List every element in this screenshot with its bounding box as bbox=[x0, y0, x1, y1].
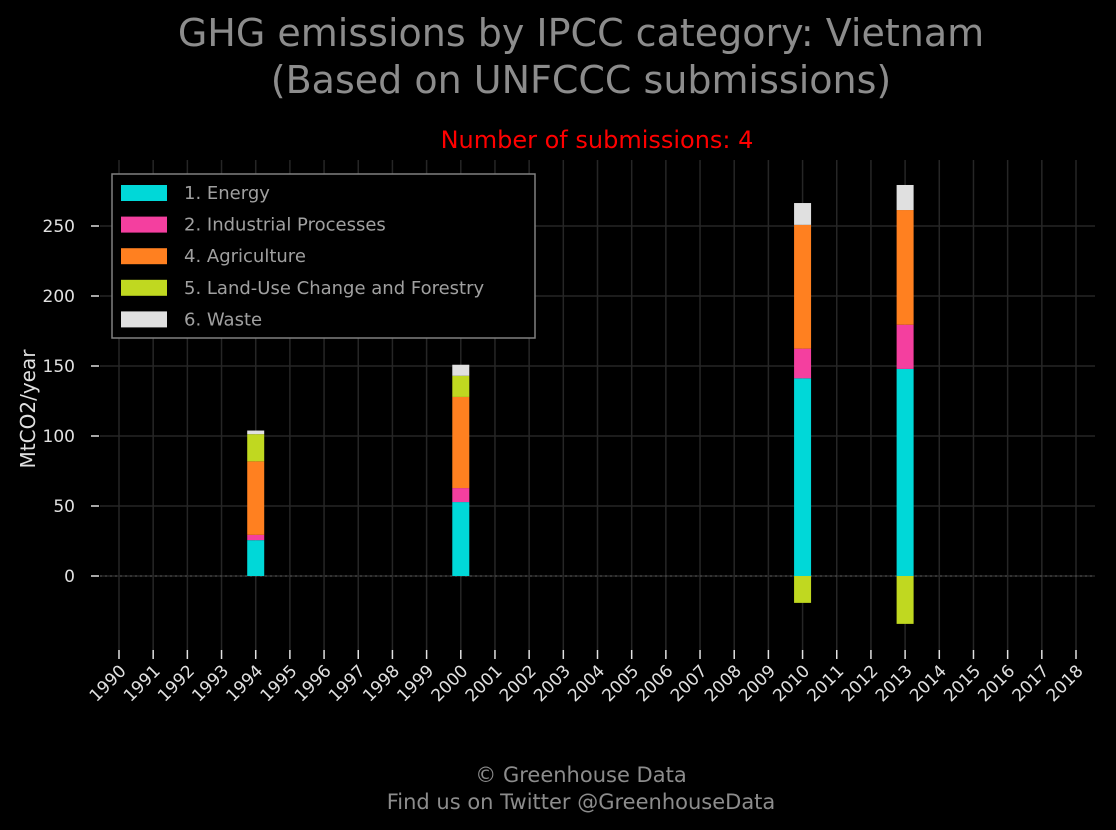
y-tick-label: 150 bbox=[43, 357, 75, 377]
bar-segment-2010-s3 bbox=[794, 224, 812, 349]
legend-label: 2. Industrial Processes bbox=[184, 215, 386, 236]
bar-segment-2013-s3 bbox=[896, 210, 914, 325]
bar-segment-2013-s2 bbox=[896, 324, 914, 369]
x-tick-label: 1998 bbox=[359, 661, 404, 706]
bar-segment-2013-s1 bbox=[896, 368, 914, 576]
y-tick-label: 200 bbox=[43, 287, 75, 307]
footer-copyright: © Greenhouse Data bbox=[475, 763, 686, 787]
bar-segment-2000-s4 bbox=[452, 375, 470, 397]
legend-swatch bbox=[121, 216, 167, 233]
x-tick-label: 2006 bbox=[633, 661, 678, 706]
bar-segment-2013-s5 bbox=[896, 184, 914, 211]
x-tick-label: 2007 bbox=[667, 661, 712, 706]
bar-segment-2010-s2 bbox=[794, 348, 812, 379]
x-tick-label: 2003 bbox=[530, 661, 575, 706]
y-axis-label: MtCO2/year bbox=[16, 349, 40, 469]
y-tick-label: 250 bbox=[43, 217, 75, 237]
bar-segment-2010-s4 bbox=[794, 576, 812, 603]
x-tick-label: 1994 bbox=[223, 661, 268, 706]
chart-title: GHG emissions by IPCC category: Vietnam bbox=[178, 11, 984, 55]
y-tick-label: 50 bbox=[53, 497, 75, 517]
chart-subtitle: Number of submissions: 4 bbox=[441, 126, 754, 154]
bar-segment-2013-s4 bbox=[896, 576, 914, 624]
x-tick-label: 2004 bbox=[564, 661, 609, 706]
bar-segment-2000-s5 bbox=[452, 364, 470, 376]
legend-label: 4. Agriculture bbox=[184, 246, 306, 267]
y-tick-label: 100 bbox=[43, 427, 75, 447]
x-tick-label: 2001 bbox=[462, 661, 507, 706]
bar-segment-2000-s3 bbox=[452, 396, 470, 489]
bars bbox=[247, 184, 914, 624]
footer-twitter: Find us on Twitter @GreenhouseData bbox=[387, 790, 776, 814]
x-tick-label: 2013 bbox=[872, 661, 917, 706]
bar-segment-2000-s2 bbox=[452, 488, 470, 503]
y-axis: 0 50 100 150 200 250 bbox=[43, 217, 99, 587]
legend-box bbox=[111, 173, 536, 339]
legend-items: 1. Energy 2. Industrial Processes 4. Agric… bbox=[121, 183, 484, 330]
x-tick-label: 2017 bbox=[1009, 661, 1054, 706]
x-tick-label: 1996 bbox=[291, 661, 336, 706]
x-tick-label: 2016 bbox=[974, 661, 1019, 706]
bar-segment-1994-s5 bbox=[247, 430, 265, 435]
x-tick-label: 1991 bbox=[120, 661, 165, 706]
x-tick-label: 2010 bbox=[769, 661, 814, 706]
bar-segment-1994-s4 bbox=[247, 434, 265, 462]
legend-swatch bbox=[121, 279, 167, 296]
x-tick-label: 2000 bbox=[428, 661, 473, 706]
chart-title-line2: (Based on UNFCCC submissions) bbox=[271, 58, 891, 102]
x-tick-label: 1992 bbox=[154, 661, 199, 706]
legend-label: 1. Energy bbox=[184, 183, 270, 204]
x-tick-label: 2012 bbox=[838, 661, 883, 706]
legend-swatch bbox=[121, 311, 167, 328]
x-tick-label: 1997 bbox=[325, 661, 370, 706]
x-tick-label: 2011 bbox=[804, 661, 849, 706]
legend-label: 5. Land-Use Change and Forestry bbox=[184, 278, 484, 299]
x-tick-label: 1993 bbox=[188, 661, 233, 706]
legend: 1. Energy 2. Industrial Processes 4. Agric… bbox=[111, 173, 536, 339]
bar-segment-2000-s1 bbox=[452, 502, 470, 576]
legend-swatch bbox=[121, 248, 167, 265]
bar-segment-1994-s1 bbox=[247, 540, 265, 576]
y-tick-label: 0 bbox=[64, 567, 75, 587]
x-tick-label: 1995 bbox=[257, 661, 302, 706]
x-tick-label: 2015 bbox=[940, 661, 985, 706]
bar-segment-2010-s5 bbox=[794, 203, 812, 225]
x-tick-label: 2005 bbox=[598, 661, 643, 706]
x-tick-label: 1990 bbox=[86, 661, 131, 706]
legend-swatch bbox=[121, 185, 167, 201]
bar-segment-2010-s1 bbox=[794, 378, 812, 576]
bar-segment-1994-s3 bbox=[247, 461, 265, 535]
legend-label: 6. Waste bbox=[184, 309, 262, 330]
x-tick-label: 2008 bbox=[701, 661, 746, 706]
x-tick-label: 2002 bbox=[496, 661, 541, 706]
x-tick-label: 2014 bbox=[906, 661, 951, 706]
x-tick-label: 1999 bbox=[393, 661, 438, 706]
x-tick-label: 2018 bbox=[1043, 661, 1088, 706]
x-tick-label: 2009 bbox=[735, 661, 780, 706]
bar-segment-1994-s2 bbox=[247, 534, 265, 541]
x-axis: 1990199119921993199419951996199719981999… bbox=[86, 650, 1088, 706]
